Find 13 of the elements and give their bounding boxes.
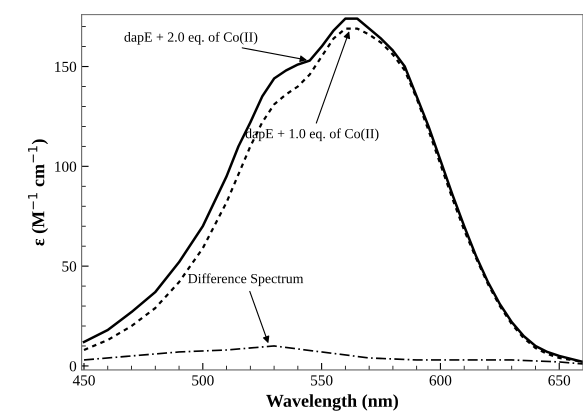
x-tick-label: 550 bbox=[311, 375, 332, 386]
y-tick-label: 150 bbox=[55, 62, 76, 72]
y-axis-title: ε (M$^{−1}$ cm$^{−1}$) bbox=[28, 139, 48, 246]
y-tick-label: 0 bbox=[70, 361, 76, 372]
x-tick-label: 650 bbox=[548, 375, 570, 386]
y-tick-label: 50 bbox=[62, 261, 76, 272]
x-tick-label: 600 bbox=[430, 375, 452, 386]
x-tick-label: 450 bbox=[72, 375, 95, 386]
annotation: dapE + 2.0 eq. of Co(II) bbox=[124, 32, 258, 45]
y-tick-label: 100 bbox=[55, 161, 76, 172]
annotation: Difference Spectrum bbox=[188, 273, 304, 286]
x-axis-title: Wavelength (nm) bbox=[266, 394, 398, 411]
x-tick-label: 500 bbox=[192, 375, 214, 386]
